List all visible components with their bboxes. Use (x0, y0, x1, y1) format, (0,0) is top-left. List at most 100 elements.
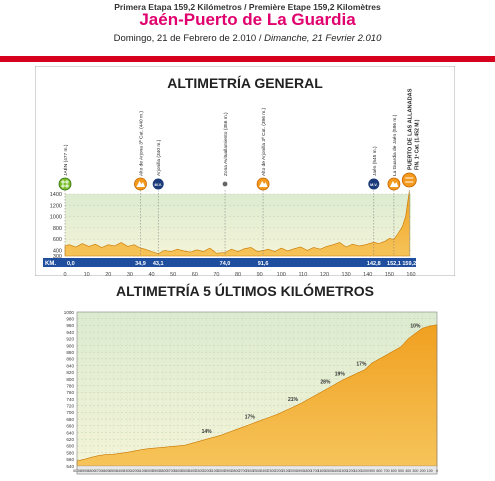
x-tick-label: 3400 (188, 469, 196, 473)
x-tick-label: 4500 (109, 469, 117, 473)
km-label: 43,1 (153, 261, 164, 267)
feed-zone-marker-icon (222, 181, 228, 187)
gradient-label: 17% (356, 361, 367, 367)
x-tick-label: 110 (298, 272, 307, 276)
elevation-profile-area (76, 324, 438, 467)
y-tick-label: 820 (66, 370, 74, 375)
gradient-label: 28% (320, 380, 331, 386)
chart-title: ALTIMETRÍA 5 ÚLTIMOS KILÓMETROS (116, 282, 374, 299)
y-tick-label: 1000 (64, 310, 75, 315)
x-tick-label: 3000 (217, 469, 225, 473)
x-tick-label: 0 (63, 272, 66, 276)
start-marker-icon (58, 177, 72, 191)
header: Primera Etapa 159,2 Kilómetros / Premièr… (0, 0, 495, 56)
gradient-label: 19% (335, 372, 346, 378)
y-tick-label: 660 (66, 424, 74, 429)
finish-stripes (405, 177, 414, 183)
km-label: 34,9 (135, 261, 146, 267)
sprint-marker-letters: M.V. (370, 183, 377, 187)
chart-title: ALTIMETRÍA GENERAL (167, 75, 323, 91)
y-tick-label: 620 (66, 437, 74, 442)
y-tick-label: 900 (66, 343, 74, 348)
km-label: 152,1 (387, 261, 401, 267)
stage-subtitle: Primera Etapa 159,2 Kilómetros / Premièr… (114, 2, 381, 12)
x-tick-label: 1400 (332, 469, 340, 473)
red-divider (0, 56, 495, 62)
point-label: Jaén (545 m.) (372, 146, 378, 176)
y-tick-label: 400 (53, 248, 62, 254)
x-tick-label: 1800 (303, 469, 311, 473)
x-tick-label: 130 (342, 272, 351, 276)
date-french: Dimanche, 21 Fevrier 2.010 (264, 33, 382, 44)
date-line: Domingo, 21 de Febrero de 2.010 / Dimanc… (0, 33, 495, 44)
y-tick-label: 720 (66, 404, 74, 409)
y-tick-label: 800 (53, 226, 62, 232)
sprint-marker-icon (151, 177, 165, 191)
x-tick-label: 3700 (167, 469, 175, 473)
km-label: 142,8 (367, 261, 381, 267)
x-tick-label: 3500 (181, 469, 189, 473)
date-spanish: Domingo, 21 de Febrero de 2.010 / (113, 33, 265, 44)
km-label: 91,6 (258, 261, 269, 267)
km-label: 74,0 (220, 261, 231, 267)
x-tick-label: 200 (420, 469, 426, 473)
x-tick-label: 2100 (282, 469, 290, 473)
x-tick-label: 400 (405, 469, 411, 473)
x-tick-label: 2700 (239, 469, 247, 473)
x-tick-label: 1600 (318, 469, 326, 473)
km-bar-label: KM. (45, 261, 56, 267)
profile-panel: ALTIMETRÍA GENERAL 1400 1200 1000 800 600 400 3… (35, 66, 455, 481)
x-tick-label: 4000 (145, 469, 153, 473)
elevation-profile-area (64, 191, 410, 257)
x-tick-label: 1500 (325, 469, 333, 473)
km-label: 159,2 (402, 261, 416, 267)
x-tick-label: 2300 (267, 469, 275, 473)
x-tick-label: 4800 (87, 469, 95, 473)
mountain-glyph (259, 181, 268, 187)
x-tick-label: 1700 (311, 469, 319, 473)
y-tick-label: 760 (66, 390, 74, 395)
x-tick-label: 100 (427, 469, 433, 473)
x-tick-label: 20 (105, 272, 111, 276)
y-tick-label: 700 (66, 410, 74, 415)
mountain-glyph (136, 181, 145, 187)
x-tick-label: 140 (363, 272, 372, 276)
y-tick-label: 840 (66, 363, 74, 368)
point-label: Zona Avituallamiento (356 m.) (223, 112, 229, 176)
y-tick-label: 780 (66, 383, 74, 388)
y-tick-label: 920 (66, 337, 74, 342)
x-tick-label: 90 (257, 272, 263, 276)
x-tick-label: 3600 (174, 469, 182, 473)
y-tick-label: 580 (66, 450, 74, 455)
y-tick-label: 740 (66, 397, 74, 402)
y-tick-label: 300 (53, 254, 62, 260)
x-tick-label: 100 (277, 272, 286, 276)
gradient-label: 14% (202, 429, 213, 435)
y-tick-label: 680 (66, 417, 74, 422)
point-label: JAÉN (477 m.) (62, 144, 69, 176)
x-tick-label: 600 (391, 469, 397, 473)
x-tick-label: 2400 (260, 469, 268, 473)
x-tick-label: 800 (376, 469, 382, 473)
y-tick-label: 600 (53, 237, 62, 243)
x-tick-label: 40 (148, 272, 154, 276)
checker-pattern (61, 180, 69, 188)
point-label: Alto de Arjona 3ª Cat. (440 m.) (138, 111, 144, 176)
x-tick-label: 50 (170, 272, 176, 276)
x-tick-label: 60 (192, 272, 198, 276)
x-tick-label: 30 (127, 272, 133, 276)
y-tick-label: 980 (66, 316, 74, 321)
x-tick-label: 70 (213, 272, 219, 276)
sprint-marker-letters: M.V. (154, 183, 161, 187)
y-tick-label: 1200 (50, 203, 62, 209)
mountain-glyph (389, 181, 399, 187)
y-tick-label: 600 (66, 444, 74, 449)
km-bar (43, 258, 416, 267)
x-tick-label: 4300 (123, 469, 131, 473)
x-tick-label: 2000 (289, 469, 297, 473)
y-tick-label: 940 (66, 330, 74, 335)
y-tick-label: 860 (66, 357, 74, 362)
x-tick-label: 120 (320, 272, 329, 276)
y-tick-label: 640 (66, 430, 74, 435)
y-tick-label: 800 (66, 377, 74, 382)
